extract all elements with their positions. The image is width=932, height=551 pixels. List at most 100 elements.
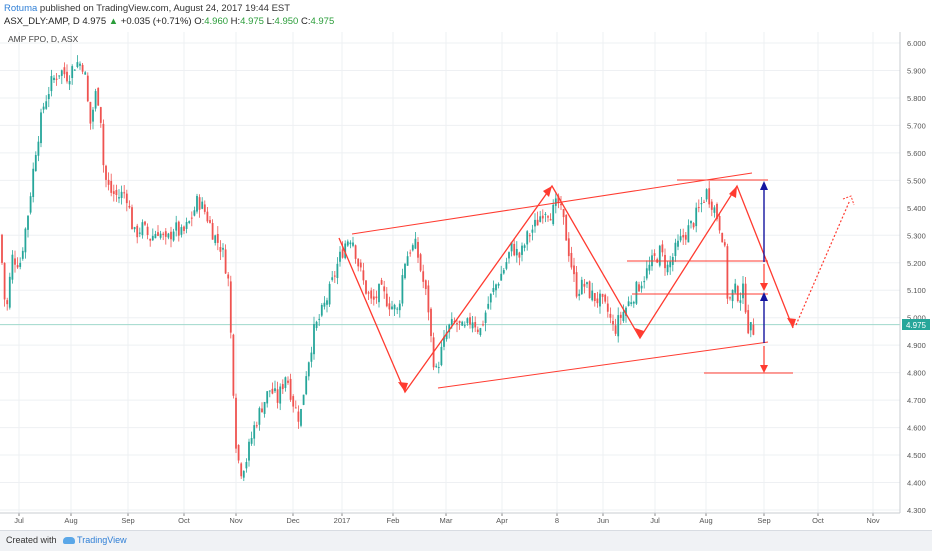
candle-body xyxy=(242,470,245,478)
candle-body xyxy=(131,207,133,230)
candle-body xyxy=(645,268,648,279)
candle-body xyxy=(658,245,661,266)
candle-body xyxy=(417,241,419,258)
published-text: published on TradingView.com, August 24,… xyxy=(39,3,291,14)
candle-body xyxy=(398,303,401,311)
y-tick-label: 6.000 xyxy=(907,39,926,48)
candle-body xyxy=(729,297,731,299)
candle-body xyxy=(352,242,354,246)
candle-body xyxy=(300,409,302,426)
candle-body xyxy=(359,262,362,268)
candle-body xyxy=(547,216,549,218)
candle-body xyxy=(461,321,464,326)
candle-body xyxy=(120,191,123,199)
candle-body xyxy=(276,389,279,403)
candle-body xyxy=(289,378,292,400)
candle-body xyxy=(313,324,315,355)
candle-body xyxy=(274,388,276,392)
candle-body xyxy=(177,221,180,236)
candle-body xyxy=(502,270,505,274)
x-tick-label: Jul xyxy=(14,516,24,525)
candle-body xyxy=(552,204,555,225)
candle-body xyxy=(227,274,230,279)
candle-body xyxy=(21,250,24,259)
y-tick-label: 4.900 xyxy=(907,341,926,350)
x-tick-label: 2017 xyxy=(334,516,351,525)
candle-body xyxy=(42,106,45,110)
candle-body xyxy=(86,75,89,102)
publish-line: Rotuma published on TradingView.com, Aug… xyxy=(4,3,290,14)
candle-body xyxy=(710,201,713,210)
candle-body xyxy=(372,296,375,300)
channel-lower-line[interactable] xyxy=(437,341,769,389)
candle-body xyxy=(575,272,578,297)
candle-body xyxy=(196,195,198,212)
candle-body xyxy=(211,222,214,240)
x-tick-label: Apr xyxy=(496,516,508,525)
candle-body xyxy=(146,226,149,235)
candle-body xyxy=(144,221,146,225)
candle-body xyxy=(232,334,235,396)
candle-body xyxy=(40,112,42,144)
candle-body xyxy=(125,193,128,204)
author-link[interactable]: Rotuma xyxy=(4,3,38,14)
candle-body xyxy=(123,192,126,194)
zigzag-arrowhead-mid xyxy=(635,328,644,338)
zigzag-wave[interactable] xyxy=(338,184,794,394)
candle-body xyxy=(34,155,37,172)
change-text: +0.035 (+0.71%) xyxy=(120,16,192,27)
candle-body xyxy=(50,76,53,92)
candle-body xyxy=(357,258,360,267)
candle-body xyxy=(700,203,703,205)
open-label: O: xyxy=(194,16,205,27)
x-tick-label: Sep xyxy=(757,516,770,525)
candle-body xyxy=(521,245,523,255)
x-tick-label: 8 xyxy=(555,516,559,525)
candle-body xyxy=(526,231,529,245)
y-tick-label: 5.000 xyxy=(907,314,926,323)
candle-body xyxy=(664,254,666,269)
candle-body xyxy=(580,279,583,295)
chart-header: Rotuma published on TradingView.com, Aug… xyxy=(0,0,932,32)
y-tick-label: 5.800 xyxy=(907,94,926,103)
candle-body xyxy=(365,280,367,294)
candle-body xyxy=(206,211,209,222)
created-with[interactable]: Created with TradingView xyxy=(6,535,127,545)
tradingview-cloud-icon xyxy=(63,537,76,545)
candle-body xyxy=(307,362,310,377)
candle-body xyxy=(279,386,282,404)
candle-body xyxy=(450,319,453,326)
candle-body xyxy=(443,336,445,347)
candle-body xyxy=(11,254,14,280)
candle-body xyxy=(505,262,508,269)
projection-arrowhead xyxy=(842,195,855,206)
candle-body xyxy=(666,264,669,273)
candle-body xyxy=(406,256,409,266)
channel-upper-line[interactable] xyxy=(351,172,753,235)
candle-body xyxy=(463,325,466,327)
candle-body xyxy=(578,293,581,296)
candle-body xyxy=(734,283,737,293)
trend-drawings[interactable] xyxy=(338,172,855,394)
candle-body xyxy=(237,444,240,461)
candle-body xyxy=(240,463,243,477)
candle-body xyxy=(320,304,323,316)
candle-body xyxy=(29,196,32,213)
candle-body xyxy=(292,396,295,407)
candle-body xyxy=(684,234,687,240)
candle-body xyxy=(60,70,63,76)
candle-body xyxy=(354,245,357,259)
candle-body xyxy=(268,390,271,392)
x-tick-label: Jun xyxy=(597,516,609,525)
candle-body xyxy=(97,87,100,106)
candle-body xyxy=(167,233,170,238)
x-tick-label: Dec xyxy=(286,516,300,525)
candle-body xyxy=(570,252,573,268)
candle-body xyxy=(749,322,752,331)
ohlc-line: ASX_DLY:AMP, D 4.975 ▲ +0.035 (+0.71%) O… xyxy=(4,16,334,27)
candle-body xyxy=(68,81,71,85)
candle-body xyxy=(513,243,516,256)
candle-body xyxy=(500,273,503,281)
projection-dotted-line[interactable] xyxy=(795,199,851,326)
